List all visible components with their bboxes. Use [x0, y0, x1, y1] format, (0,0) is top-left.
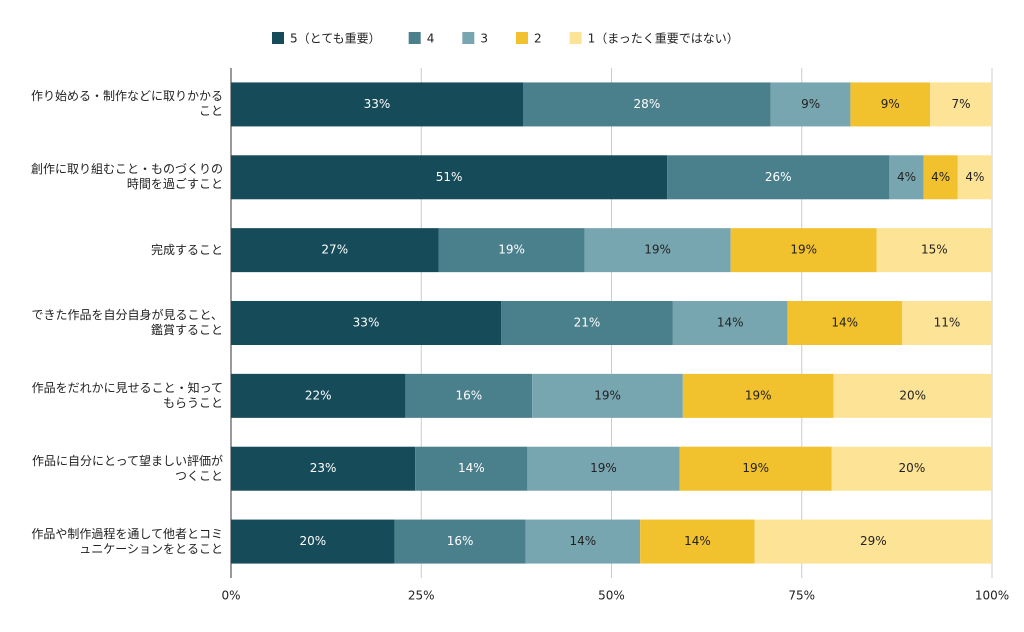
bar-segment — [231, 373, 406, 418]
x-tick-label: 0% — [221, 589, 240, 603]
legend-swatch — [462, 32, 475, 44]
data-label: 29% — [860, 534, 887, 548]
data-label: 16% — [455, 388, 482, 402]
bar-segment — [930, 82, 992, 127]
data-label: 33% — [353, 316, 380, 330]
legend-label: 5（とても重要） — [290, 32, 381, 46]
data-label: 22% — [305, 388, 332, 402]
data-label: 19% — [590, 461, 617, 475]
x-tick-label: 75% — [788, 589, 815, 603]
data-label: 4% — [965, 170, 984, 184]
x-tick-label: 25% — [408, 589, 435, 603]
data-label: 14% — [831, 316, 858, 330]
data-label: 19% — [742, 461, 769, 475]
data-label: 16% — [447, 534, 474, 548]
bar-segment — [532, 373, 683, 418]
data-label: 14% — [458, 461, 485, 475]
data-label: 11% — [934, 316, 961, 330]
bar-segment — [231, 228, 439, 273]
y-tick-label: 作品をだれかに見せること・知ってもらうこと — [31, 380, 223, 410]
bar-segment — [640, 519, 755, 564]
x-tick-label: 50% — [598, 589, 625, 603]
data-label: 20% — [299, 534, 326, 548]
bar-segment — [501, 301, 673, 345]
bar-segment — [889, 155, 924, 200]
data-label: 20% — [899, 461, 926, 475]
data-label: 33% — [364, 97, 391, 111]
data-label: 14% — [684, 534, 711, 548]
bar-segment — [523, 82, 771, 127]
y-tick-label: 作り始める・制作などに取りかかること — [30, 89, 223, 119]
bar-segment — [405, 373, 533, 418]
legend-label: 1（まったく重要ではない） — [588, 32, 739, 46]
data-label: 21% — [574, 316, 601, 330]
bar-segment — [850, 82, 931, 127]
data-label: 15% — [921, 243, 948, 257]
data-label: 19% — [498, 243, 525, 257]
bar-segment — [438, 228, 585, 273]
y-tick-label: 完成すること — [150, 242, 223, 257]
bar-segment — [770, 82, 851, 127]
data-label: 19% — [790, 243, 817, 257]
bar-segment — [957, 155, 992, 200]
bar-segment — [231, 301, 502, 345]
bar-segment — [833, 373, 992, 418]
data-label: 51% — [436, 170, 463, 184]
bar-segment — [667, 155, 890, 200]
data-label: 9% — [801, 97, 820, 111]
bar-segment — [679, 446, 832, 491]
bar-segment — [415, 446, 528, 491]
data-label: 19% — [745, 388, 772, 402]
legend-swatch — [272, 32, 284, 44]
bar-segment — [525, 519, 641, 564]
bar-segment — [923, 155, 958, 200]
data-label: 20% — [899, 388, 926, 402]
bar-segment — [876, 228, 992, 273]
legend-swatch — [569, 32, 582, 44]
bar-segment — [231, 519, 395, 564]
y-tick-label: 創作に取り組むこと・ものづくりの時間を過ごすこと — [30, 162, 223, 192]
legend-label: 3 — [480, 32, 488, 46]
bar-segment — [901, 301, 992, 345]
data-label: 23% — [310, 461, 337, 475]
bar-segment — [672, 301, 788, 345]
legend-label: 4 — [427, 32, 435, 46]
y-tick-label: 作品に自分にとって望ましい評価がつくこと — [31, 453, 223, 483]
data-label: 4% — [897, 170, 916, 184]
bar-segment — [787, 301, 902, 345]
data-label: 14% — [717, 316, 744, 330]
legend-label: 2 — [534, 32, 542, 46]
data-label: 9% — [881, 97, 900, 111]
data-label: 4% — [931, 170, 950, 184]
x-tick-label: 100% — [975, 589, 1009, 603]
data-label: 28% — [634, 97, 661, 111]
y-tick-label: できた作品を自分自身が見ること、鑑賞すること — [31, 308, 223, 337]
data-label: 19% — [594, 388, 621, 402]
bar-segment — [527, 446, 680, 491]
bar-segment — [231, 82, 524, 127]
bar-segment — [682, 373, 834, 418]
bar-segment — [831, 446, 992, 491]
bar-segment — [754, 519, 992, 564]
data-label: 7% — [952, 97, 971, 111]
data-label: 26% — [765, 170, 792, 184]
y-tick-label: 作品や制作過程を通して他者とコミュニケーションをとること — [31, 526, 223, 556]
bar-segment — [394, 519, 526, 564]
bar-segment — [584, 228, 731, 273]
bar-segment — [730, 228, 877, 273]
data-label: 14% — [570, 534, 597, 548]
data-label: 27% — [321, 243, 348, 257]
legend-swatch — [515, 32, 528, 44]
data-label: 19% — [644, 243, 671, 257]
legend-swatch — [408, 32, 421, 44]
bar-segment — [231, 155, 668, 200]
bar-segment — [231, 446, 416, 491]
